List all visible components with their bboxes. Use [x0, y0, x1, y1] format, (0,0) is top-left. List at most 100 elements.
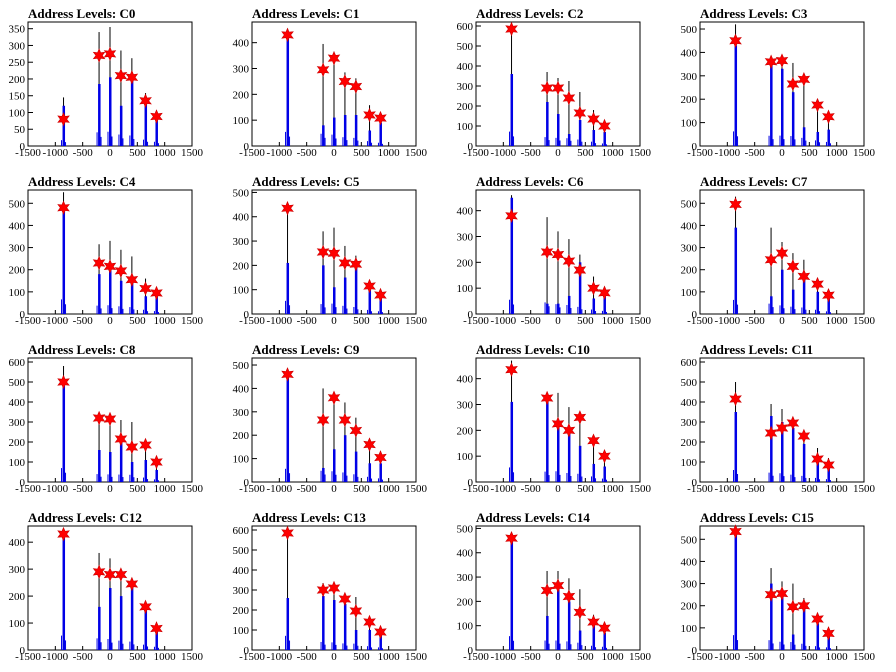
- y-tick-label: 600: [681, 357, 698, 369]
- level-marker: [551, 416, 565, 432]
- y-tick-label: 0: [692, 477, 698, 489]
- y-tick-label: 400: [681, 556, 698, 568]
- chart-title: Address Levels: C5: [252, 174, 360, 189]
- y-tick-label: 600: [9, 357, 26, 369]
- level-marker: [139, 281, 152, 296]
- histogram-fill: [557, 303, 560, 314]
- level-marker: [540, 583, 554, 598]
- histogram-fill: [286, 598, 290, 650]
- x-tick-label: 500: [129, 315, 146, 327]
- histogram-fill: [119, 596, 123, 650]
- x-tick-label: 1500: [181, 651, 204, 663]
- x-tick-label: -1500: [239, 651, 265, 663]
- x-tick-label: 500: [577, 147, 594, 159]
- histogram-fill: [592, 298, 596, 314]
- y-tick-label: 0: [20, 477, 26, 489]
- y-tick-label: 500: [681, 377, 698, 389]
- histogram-fill: [98, 84, 101, 146]
- level-marker: [281, 367, 294, 382]
- y-tick-label: 0: [20, 141, 26, 153]
- y-tick-label: 100: [681, 457, 698, 469]
- histogram-fill: [379, 634, 382, 650]
- level-marker: [338, 412, 352, 428]
- x-tick-label: 1000: [154, 651, 177, 663]
- x-tick-label: -1000: [714, 651, 740, 663]
- level-marker: [729, 197, 742, 212]
- x-tick-label: 0: [779, 651, 785, 663]
- y-tick-label: 300: [457, 572, 474, 584]
- level-marker: [562, 90, 576, 106]
- chart-title: Address Levels: C2: [476, 6, 583, 21]
- level-marker: [374, 450, 387, 465]
- y-tick-label: 400: [9, 537, 26, 549]
- chart-panel-5: Address Levels: C50100200300400500-1500-…: [233, 174, 428, 327]
- chart-title: Address Levels: C8: [28, 342, 136, 357]
- x-tick-label: -1500: [15, 483, 41, 495]
- level-marker: [573, 105, 587, 121]
- y-tick-label: 0: [244, 309, 250, 321]
- level-marker: [114, 68, 128, 83]
- x-tick-label: 1000: [378, 483, 401, 495]
- y-tick-label: 500: [233, 545, 250, 557]
- histogram-fill: [816, 456, 820, 482]
- histogram-fill: [144, 460, 148, 482]
- x-tick-label: 500: [353, 147, 370, 159]
- histogram-fill: [557, 425, 560, 482]
- histogram-fill: [510, 401, 514, 482]
- y-tick-label: 200: [457, 101, 474, 113]
- x-tick-label: 1000: [378, 147, 401, 159]
- histogram-fill: [592, 130, 596, 146]
- y-tick-label: 100: [9, 618, 26, 630]
- level-marker: [150, 621, 163, 636]
- histogram-fill: [592, 463, 596, 482]
- y-tick-label: 300: [457, 400, 474, 412]
- level-marker: [363, 437, 376, 452]
- x-tick-label: 1500: [405, 315, 428, 327]
- x-tick-label: 500: [353, 483, 370, 495]
- chart-panel-14: Address Levels: C14 0 100 200 300 400 500 -1500…: [457, 510, 652, 663]
- x-tick-label: 1500: [405, 147, 428, 159]
- histogram-fill: [791, 428, 795, 482]
- level-marker: [316, 582, 330, 598]
- y-tick-label: 400: [233, 383, 250, 395]
- x-tick-label: -500: [521, 315, 542, 327]
- histogram-fill: [368, 630, 372, 650]
- level-marker: [316, 62, 330, 78]
- chart-panel-7: Address Levels: C70100200300400500-1500-…: [681, 174, 876, 327]
- y-tick-label: 100: [457, 283, 474, 295]
- y-tick-label: 100: [681, 118, 698, 130]
- level-marker: [811, 611, 824, 627]
- x-tick-label: -500: [745, 651, 766, 663]
- x-tick-label: -1000: [266, 651, 292, 663]
- y-tick-label: 500: [457, 523, 474, 535]
- chart-panel-4: Address Levels: C40100200300400500-1500-…: [9, 174, 204, 327]
- level-marker: [573, 262, 587, 278]
- x-tick-label: 500: [353, 315, 370, 327]
- histogram-fill: [567, 134, 571, 146]
- histogram-fill: [354, 630, 358, 650]
- y-tick-label: 200: [9, 437, 26, 449]
- histogram-fill: [109, 77, 112, 146]
- level-marker: [551, 80, 565, 96]
- x-tick-label: 0: [331, 147, 337, 159]
- level-marker: [363, 107, 376, 123]
- chart-title: Address Levels: C0: [28, 6, 135, 21]
- histogram-fill: [109, 588, 112, 650]
- level-marker: [281, 525, 294, 541]
- histogram-fill: [546, 615, 549, 650]
- level-marker: [125, 70, 139, 85]
- level-marker: [349, 603, 363, 619]
- x-tick-label: -1000: [266, 483, 292, 495]
- histogram-fill: [333, 600, 336, 650]
- histogram-fill: [781, 68, 784, 146]
- y-tick-label: 100: [9, 107, 26, 119]
- x-tick-label: 0: [331, 315, 337, 327]
- histogram-fill: [62, 386, 66, 482]
- histogram-fill: [827, 129, 830, 146]
- histogram-fill: [379, 122, 382, 146]
- histogram-fill: [155, 629, 158, 650]
- histogram-fill: [770, 583, 773, 650]
- x-tick-label: -1500: [463, 147, 489, 159]
- x-tick-label: -500: [297, 651, 318, 663]
- x-tick-label: 0: [555, 315, 561, 327]
